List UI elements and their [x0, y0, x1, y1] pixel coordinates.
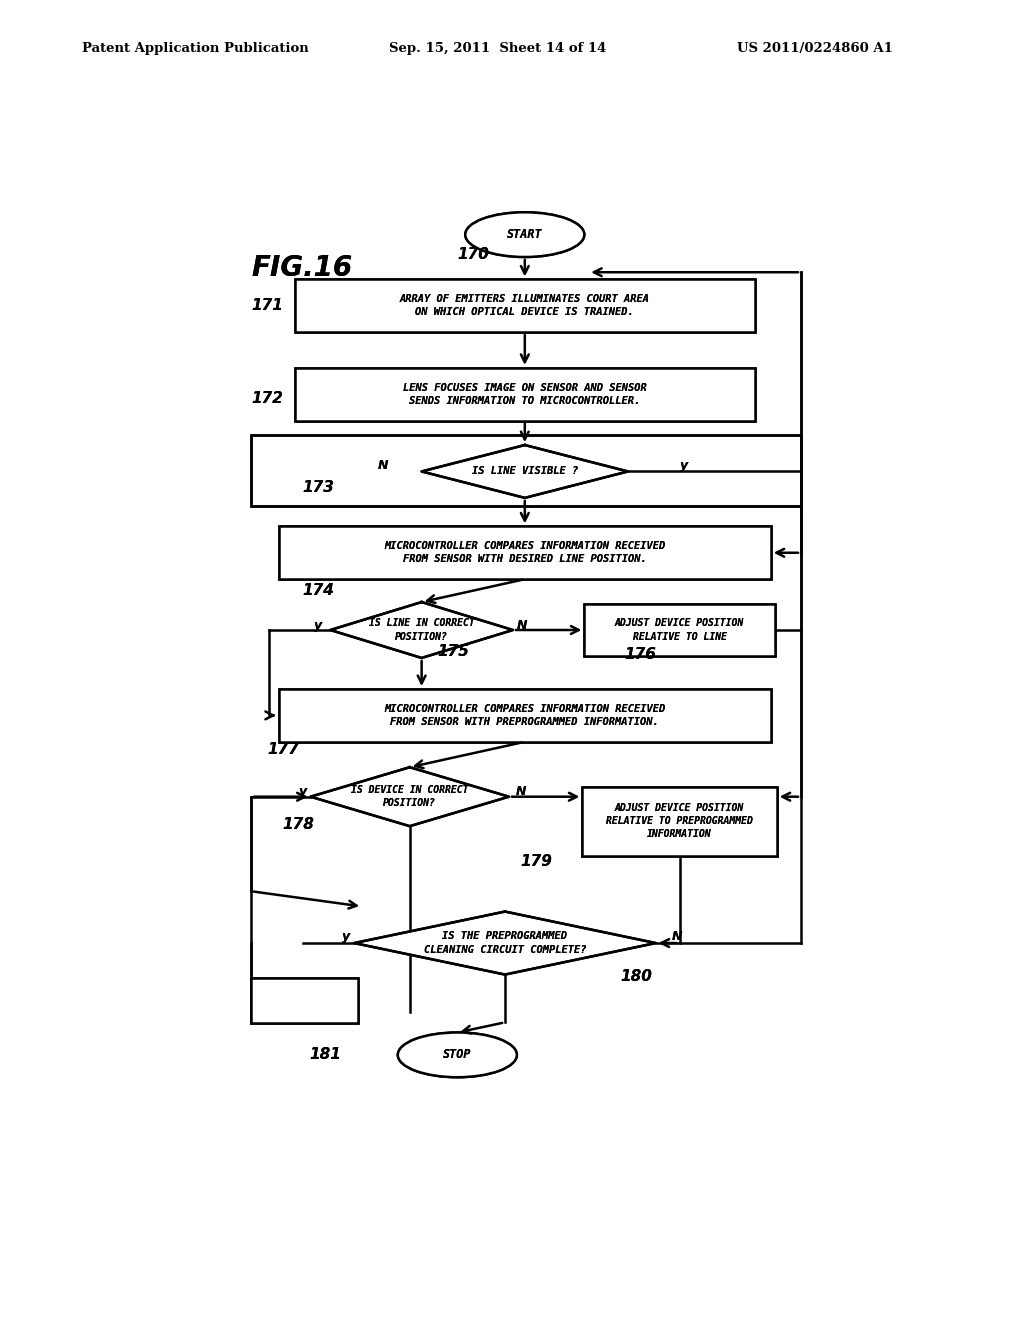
Text: 176: 176	[624, 647, 656, 661]
Text: y: y	[314, 619, 323, 632]
Polygon shape	[331, 602, 513, 657]
FancyBboxPatch shape	[279, 689, 771, 742]
Text: Patent Application Publication: Patent Application Publication	[82, 42, 308, 55]
Ellipse shape	[397, 1032, 517, 1077]
FancyBboxPatch shape	[251, 978, 358, 1023]
Text: 180: 180	[620, 969, 652, 985]
Text: N: N	[378, 459, 388, 471]
Text: START: START	[507, 228, 543, 242]
Text: N: N	[517, 619, 527, 632]
Text: ADJUST DEVICE POSITION
RELATIVE TO LINE: ADJUST DEVICE POSITION RELATIVE TO LINE	[615, 618, 744, 642]
Text: ADJUST DEVICE POSITION
RELATIVE TO LINE: ADJUST DEVICE POSITION RELATIVE TO LINE	[615, 618, 744, 642]
FancyBboxPatch shape	[251, 978, 358, 1023]
Text: 170: 170	[458, 247, 489, 263]
Text: N: N	[672, 931, 682, 944]
Text: IS DEVICE IN CORRECT
POSITION?: IS DEVICE IN CORRECT POSITION?	[351, 785, 468, 808]
Polygon shape	[422, 445, 628, 498]
Polygon shape	[310, 767, 509, 826]
FancyBboxPatch shape	[583, 787, 777, 855]
FancyBboxPatch shape	[585, 603, 775, 656]
Text: y: y	[342, 931, 350, 944]
Text: 176: 176	[624, 647, 656, 661]
Text: y: y	[299, 785, 307, 799]
Text: 172: 172	[251, 391, 283, 405]
Text: ARRAY OF EMITTERS ILLUMINATES COURT AREA
ON WHICH OPTICAL DEVICE IS TRAINED.: ARRAY OF EMITTERS ILLUMINATES COURT AREA…	[399, 294, 650, 317]
Text: IS LINE IN CORRECT
POSITION?: IS LINE IN CORRECT POSITION?	[369, 618, 474, 642]
Text: 180: 180	[620, 969, 652, 985]
Text: MICROCONTROLLER COMPARES INFORMATION RECEIVED
FROM SENSOR WITH PREPROGRAMMED INF: MICROCONTROLLER COMPARES INFORMATION REC…	[384, 704, 666, 727]
Text: Sep. 15, 2011  Sheet 14 of 14: Sep. 15, 2011 Sheet 14 of 14	[389, 42, 606, 55]
Text: 174: 174	[303, 583, 335, 598]
Text: y: y	[680, 459, 688, 471]
Text: 175: 175	[437, 644, 469, 659]
Text: 178: 178	[283, 817, 314, 832]
Text: START: START	[507, 228, 543, 242]
Polygon shape	[310, 767, 509, 826]
FancyBboxPatch shape	[585, 603, 775, 656]
Polygon shape	[422, 445, 628, 498]
Text: N: N	[517, 619, 527, 632]
Text: 172: 172	[251, 391, 283, 405]
FancyBboxPatch shape	[295, 368, 755, 421]
Text: IS LINE VISIBLE ?: IS LINE VISIBLE ?	[472, 466, 578, 477]
Text: 174: 174	[303, 583, 335, 598]
Text: FIG.16: FIG.16	[251, 255, 352, 282]
Text: IS LINE VISIBLE ?: IS LINE VISIBLE ?	[472, 466, 578, 477]
FancyBboxPatch shape	[583, 787, 777, 855]
Polygon shape	[354, 912, 655, 974]
Text: 171: 171	[251, 298, 283, 313]
Text: STOP: STOP	[443, 1048, 472, 1061]
FancyBboxPatch shape	[295, 368, 755, 421]
Text: US 2011/0224860 A1: US 2011/0224860 A1	[737, 42, 893, 55]
FancyBboxPatch shape	[279, 527, 771, 579]
Text: 175: 175	[437, 644, 469, 659]
FancyBboxPatch shape	[279, 689, 771, 742]
Text: y: y	[342, 931, 350, 944]
Text: 170: 170	[458, 247, 489, 263]
Text: N: N	[515, 785, 525, 799]
Text: 181: 181	[309, 1047, 341, 1063]
Text: ARRAY OF EMITTERS ILLUMINATES COURT AREA
ON WHICH OPTICAL DEVICE IS TRAINED.: ARRAY OF EMITTERS ILLUMINATES COURT AREA…	[399, 294, 650, 317]
Text: y: y	[680, 459, 688, 471]
Text: IS THE PREPROGRAMMED
CLEANING CIRCUIT COMPLETE?: IS THE PREPROGRAMMED CLEANING CIRCUIT CO…	[424, 932, 586, 954]
FancyBboxPatch shape	[295, 280, 755, 333]
Text: y: y	[314, 619, 323, 632]
Text: 177: 177	[267, 742, 299, 758]
Text: LENS FOCUSES IMAGE ON SENSOR AND SENSOR
SENDS INFORMATION TO MICROCONTROLLER.: LENS FOCUSES IMAGE ON SENSOR AND SENSOR …	[402, 383, 647, 405]
Text: 178: 178	[283, 817, 314, 832]
Text: MICROCONTROLLER COMPARES INFORMATION RECEIVED
FROM SENSOR WITH DESIRED LINE POSI: MICROCONTROLLER COMPARES INFORMATION REC…	[384, 541, 666, 565]
Text: 179: 179	[521, 854, 553, 870]
Text: STOP: STOP	[443, 1048, 472, 1061]
Polygon shape	[331, 602, 513, 657]
Text: ADJUST DEVICE POSITION
RELATIVE TO PREPROGRAMMED
INFORMATION: ADJUST DEVICE POSITION RELATIVE TO PREPR…	[606, 803, 753, 840]
Text: y: y	[299, 785, 307, 799]
FancyBboxPatch shape	[279, 527, 771, 579]
Text: N: N	[672, 931, 682, 944]
Text: 173: 173	[303, 480, 335, 495]
Polygon shape	[354, 912, 655, 974]
Text: IS DEVICE IN CORRECT
POSITION?: IS DEVICE IN CORRECT POSITION?	[351, 785, 468, 808]
Text: N: N	[515, 785, 525, 799]
Text: MICROCONTROLLER COMPARES INFORMATION RECEIVED
FROM SENSOR WITH DESIRED LINE POSI: MICROCONTROLLER COMPARES INFORMATION REC…	[384, 541, 666, 565]
Text: IS THE PREPROGRAMMED
CLEANING CIRCUIT COMPLETE?: IS THE PREPROGRAMMED CLEANING CIRCUIT CO…	[424, 932, 586, 954]
Ellipse shape	[465, 213, 585, 257]
Text: IS LINE IN CORRECT
POSITION?: IS LINE IN CORRECT POSITION?	[369, 618, 474, 642]
Text: N: N	[378, 459, 388, 471]
Text: 181: 181	[309, 1047, 341, 1063]
Ellipse shape	[397, 1032, 517, 1077]
Text: 171: 171	[251, 298, 283, 313]
Text: 179: 179	[521, 854, 553, 870]
Text: MICROCONTROLLER COMPARES INFORMATION RECEIVED
FROM SENSOR WITH PREPROGRAMMED INF: MICROCONTROLLER COMPARES INFORMATION REC…	[384, 704, 666, 727]
Text: 173: 173	[303, 480, 335, 495]
Text: ADJUST DEVICE POSITION
RELATIVE TO PREPROGRAMMED
INFORMATION: ADJUST DEVICE POSITION RELATIVE TO PREPR…	[606, 803, 753, 840]
Text: 177: 177	[267, 742, 299, 758]
Ellipse shape	[465, 213, 585, 257]
Text: FIG.16: FIG.16	[251, 255, 352, 282]
FancyBboxPatch shape	[295, 280, 755, 333]
Text: LENS FOCUSES IMAGE ON SENSOR AND SENSOR
SENDS INFORMATION TO MICROCONTROLLER.: LENS FOCUSES IMAGE ON SENSOR AND SENSOR …	[402, 383, 647, 405]
